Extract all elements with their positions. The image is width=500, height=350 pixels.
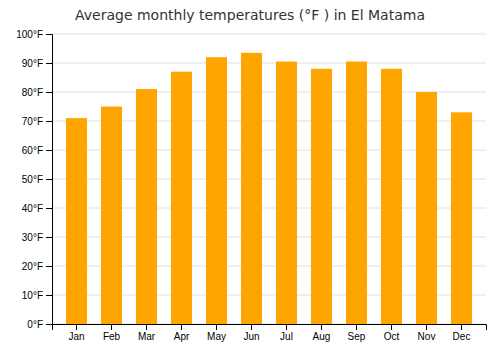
grid (52, 34, 486, 324)
tick-mark (46, 295, 52, 296)
bar (206, 57, 227, 324)
tick-label: 70°F (22, 116, 43, 127)
tick-label: 10°F (22, 290, 43, 301)
tick-label: Feb (103, 331, 121, 342)
tick-mark (356, 324, 357, 330)
tick-label: 80°F (22, 87, 43, 98)
chart: 0°F 10°F 20°F 30°F 40°F 50°F 60°F 70°F 80°F 90°F 1… (0, 0, 500, 350)
tick-mark (46, 179, 52, 180)
bar (381, 69, 402, 324)
tick-label: Aug (313, 331, 331, 342)
tick-label: 40°F (22, 203, 43, 214)
tick: Dec (453, 324, 471, 342)
tick-mark (46, 208, 52, 209)
tick-mark (251, 324, 252, 330)
bar (451, 112, 472, 324)
tick-mark (76, 324, 77, 330)
bar (136, 89, 157, 324)
tick-mark (321, 324, 322, 330)
tick-mark (46, 34, 52, 35)
tick-label: 90°F (22, 58, 43, 69)
tick-label: Nov (418, 331, 436, 342)
tick-label: Dec (453, 331, 471, 342)
bar (66, 118, 87, 324)
bar (276, 62, 297, 324)
tick-label: May (207, 331, 226, 342)
tick: Jul (280, 324, 293, 342)
tick: 40°F (22, 203, 52, 214)
plot: 0°F 10°F 20°F 30°F 40°F 50°F 60°F 70°F 80°F 90°F 1… (16, 29, 486, 342)
tick: Nov (418, 324, 436, 342)
tick-mark (146, 324, 147, 330)
tick-label: Jul (280, 331, 293, 342)
tick-mark (46, 324, 52, 325)
tick-label: Sep (348, 331, 366, 342)
tick: Jun (243, 324, 259, 342)
grid-line (52, 63, 486, 64)
title: Average monthly temperatures (°F ) in El… (75, 7, 425, 23)
y-axis: 0°F 10°F 20°F 30°F 40°F 50°F 60°F 70°F 80°F 90°F 1… (16, 29, 52, 330)
tick-mark (111, 324, 112, 330)
tick: Oct (384, 324, 400, 342)
tick: 70°F (22, 116, 52, 127)
tick-mark (46, 121, 52, 122)
x-axis: Jan Feb Mar Apr May Jun Jul Aug Sep Oct Nov Dec (53, 324, 487, 342)
tick-mark (46, 63, 52, 64)
bar (101, 107, 122, 325)
tick-label: 60°F (22, 145, 43, 156)
bar (416, 92, 437, 324)
tick: May (207, 324, 226, 342)
tick-mark (426, 324, 427, 330)
bar (311, 69, 332, 324)
tick-mark (391, 324, 392, 330)
tick: 10°F (22, 290, 52, 301)
tick-label: Mar (138, 331, 156, 342)
tick: Aug (313, 324, 331, 342)
tick: 30°F (22, 232, 52, 243)
tick-mark (46, 266, 52, 267)
tick-label: 50°F (22, 174, 43, 185)
tick-mark (181, 324, 182, 330)
tick-label: Jun (243, 331, 259, 342)
bar (241, 53, 262, 324)
tick-label: 0°F (27, 319, 43, 330)
tick-label: Jan (68, 331, 84, 342)
tick: Sep (348, 324, 366, 342)
tick-label: 30°F (22, 232, 43, 243)
tick: Mar (138, 324, 156, 342)
tick-label: 20°F (22, 261, 43, 272)
tick: 60°F (22, 145, 52, 156)
grid-line (52, 34, 486, 35)
axis-domain (46, 35, 53, 325)
bar (171, 72, 192, 324)
tick: 0°F (27, 319, 52, 330)
tick: 80°F (22, 87, 52, 98)
tick-mark (46, 150, 52, 151)
tick: 90°F (22, 58, 52, 69)
bars (66, 53, 472, 324)
tick-mark (46, 92, 52, 93)
tick-mark (286, 324, 287, 330)
tick: Jan (68, 324, 84, 342)
tick: 50°F (22, 174, 52, 185)
tick: Feb (103, 324, 121, 342)
axis-domain (53, 325, 487, 331)
tick-mark (46, 237, 52, 238)
tick: 100°F (16, 29, 52, 40)
tick-label: Apr (174, 331, 190, 342)
tick-mark (461, 324, 462, 330)
bar (346, 62, 367, 324)
tick: 20°F (22, 261, 52, 272)
tick: Apr (174, 324, 190, 342)
tick-label: 100°F (16, 29, 43, 40)
tick-mark (216, 324, 217, 330)
tick-label: Oct (384, 331, 400, 342)
